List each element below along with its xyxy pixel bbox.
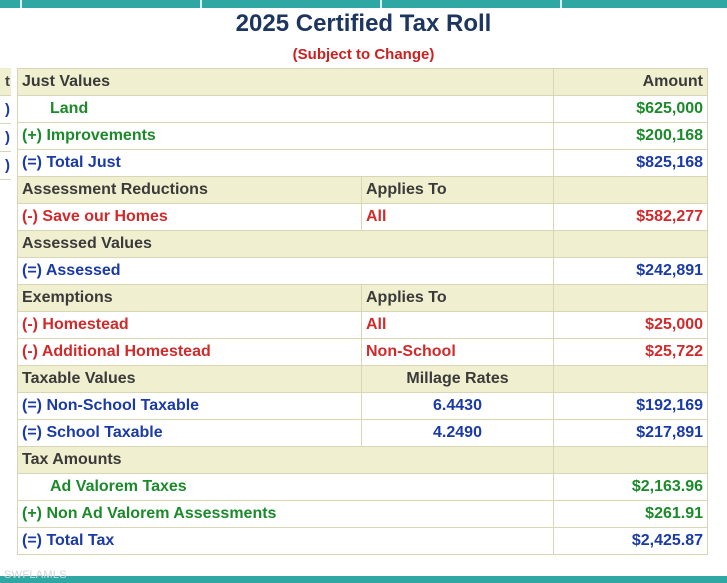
save-our-homes-amount: $582,277 <box>553 203 709 231</box>
applies-to-header: Applies To <box>360 176 555 204</box>
tax-roll-table: Just Values Amount Land $625,000 (+) Imp… <box>16 68 709 555</box>
homestead-applies: All <box>360 311 555 339</box>
ad-valorem-row: Ad Valorem Taxes $2,163.96 <box>16 473 709 501</box>
applies-to-header: Applies To <box>360 284 555 312</box>
tax-amounts-header: Tax Amounts <box>16 446 555 474</box>
top-tab-segment <box>562 0 727 8</box>
assessment-reductions-header: Assessment Reductions <box>17 176 362 204</box>
ad-valorem-label: Ad Valorem Taxes <box>16 473 555 501</box>
non-school-taxable-amount: $192,169 <box>553 392 709 420</box>
assessed-values-header: Assessed Values <box>16 230 555 258</box>
ad-valorem-amount: $2,163.96 <box>553 473 709 501</box>
empty-header-cell <box>553 365 709 393</box>
assessment-reductions-header-row: Assessment Reductions Applies To <box>17 176 709 204</box>
assessed-row: (=) Assessed $242,891 <box>16 257 709 285</box>
save-our-homes-row: (-) Save our Homes All $582,277 <box>17 203 709 231</box>
school-taxable-row: (=) School Taxable 4.2490 $217,891 <box>17 419 709 447</box>
homestead-row: (-) Homestead All $25,000 <box>17 311 709 339</box>
left-column-header: t <box>0 68 11 96</box>
additional-homestead-applies: Non-School <box>360 338 555 366</box>
page-subtitle: (Subject to Change) <box>292 46 435 63</box>
improvements-row: (+) Improvements $200,168 <box>16 122 709 150</box>
assessed-amount: $242,891 <box>553 257 709 285</box>
total-tax-row: (=) Total Tax $2,425.87 <box>16 527 709 555</box>
amount-header: Amount <box>553 68 709 96</box>
just-values-header: Just Values <box>16 68 555 96</box>
assessed-label: (=) Assessed <box>16 257 555 285</box>
school-taxable-amount: $217,891 <box>553 419 709 447</box>
homestead-amount: $25,000 <box>553 311 709 339</box>
non-school-millage-rate: 6.4430 <box>360 392 555 420</box>
bottom-bar <box>0 576 727 583</box>
total-just-amount: $825,168 <box>553 149 709 177</box>
additional-homestead-row: (-) Additional Homestead Non-School $25,… <box>17 338 709 366</box>
watermark: SWFLAMLS <box>4 569 67 581</box>
land-row: Land $625,000 <box>16 95 709 123</box>
just-values-header-row: Just Values Amount <box>16 68 709 96</box>
left-column-mark: ) <box>0 124 11 152</box>
empty-header-cell <box>553 284 709 312</box>
non-school-taxable-label: (=) Non-School Taxable <box>17 392 362 420</box>
taxable-values-header-row: Taxable Values Millage Rates <box>17 365 709 393</box>
left-clipped-column: t ) ) ) <box>0 68 11 180</box>
left-column-mark: ) <box>0 96 11 124</box>
improvements-label: (+) Improvements <box>16 122 555 150</box>
top-tab-segment <box>202 0 382 8</box>
additional-homestead-label: (-) Additional Homestead <box>17 338 362 366</box>
non-school-taxable-row: (=) Non-School Taxable 6.4430 $192,169 <box>17 392 709 420</box>
empty-header-cell <box>553 176 709 204</box>
empty-header-cell <box>553 230 709 258</box>
land-label: Land <box>16 95 555 123</box>
top-tab-segment <box>382 0 562 8</box>
total-tax-label: (=) Total Tax <box>16 527 555 555</box>
school-taxable-label: (=) School Taxable <box>17 419 362 447</box>
school-millage-rate: 4.2490 <box>360 419 555 447</box>
homestead-label: (-) Homestead <box>17 311 362 339</box>
exemptions-header: Exemptions <box>17 284 362 312</box>
page-title: 2025 Certified Tax Roll <box>235 10 492 37</box>
exemptions-header-row: Exemptions Applies To <box>17 284 709 312</box>
land-amount: $625,000 <box>553 95 709 123</box>
tax-amounts-header-row: Tax Amounts <box>16 446 709 474</box>
top-tab-segment <box>22 0 202 8</box>
left-column-mark: ) <box>0 152 11 180</box>
top-tab-bar <box>0 0 727 8</box>
non-ad-valorem-row: (+) Non Ad Valorem Assessments $261.91 <box>16 500 709 528</box>
top-tab-segment <box>0 0 22 8</box>
non-ad-valorem-label: (+) Non Ad Valorem Assessments <box>16 500 555 528</box>
save-our-homes-applies: All <box>360 203 555 231</box>
additional-homestead-amount: $25,722 <box>553 338 709 366</box>
improvements-amount: $200,168 <box>553 122 709 150</box>
taxable-values-header: Taxable Values <box>17 365 362 393</box>
total-just-row: (=) Total Just $825,168 <box>16 149 709 177</box>
total-just-label: (=) Total Just <box>16 149 555 177</box>
assessed-values-header-row: Assessed Values <box>16 230 709 258</box>
total-tax-amount: $2,425.87 <box>553 527 709 555</box>
empty-header-cell <box>553 446 709 474</box>
save-our-homes-label: (-) Save our Homes <box>17 203 362 231</box>
millage-rates-header: Millage Rates <box>360 365 555 393</box>
non-ad-valorem-amount: $261.91 <box>553 500 709 528</box>
